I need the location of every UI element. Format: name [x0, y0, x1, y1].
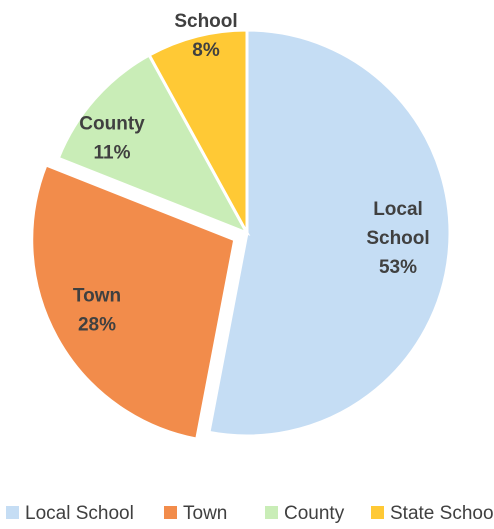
legend-item-state-school: State School — [371, 503, 494, 524]
legend-swatch — [164, 506, 177, 519]
legend: Local School Town County State School — [6, 503, 494, 524]
legend-item-local-school: Local School — [6, 503, 134, 524]
slice-label-town: Town 28% — [73, 286, 121, 336]
legend-label: County — [284, 503, 345, 524]
legend-label: State School — [390, 503, 494, 524]
slice-label-local-school: Local School 53% — [366, 199, 429, 278]
pie-slice-state-school — [147, 28, 249, 234]
legend-item-town: Town — [164, 503, 227, 524]
legend-swatch — [371, 506, 384, 519]
slice-label-county: County 11% — [79, 114, 145, 164]
legend-label: Town — [183, 503, 227, 524]
pie-slice-county — [56, 53, 251, 236]
pie-slice-local-school — [207, 28, 452, 438]
legend-item-county: County — [265, 503, 345, 524]
pie-slices — [30, 28, 452, 441]
legend-swatch — [265, 506, 278, 519]
legend-label: Local School — [25, 503, 134, 524]
pie-slice-town — [30, 163, 237, 441]
legend-swatch — [6, 506, 19, 519]
slice-label-state-school: StateSchool8% — [174, 0, 237, 61]
